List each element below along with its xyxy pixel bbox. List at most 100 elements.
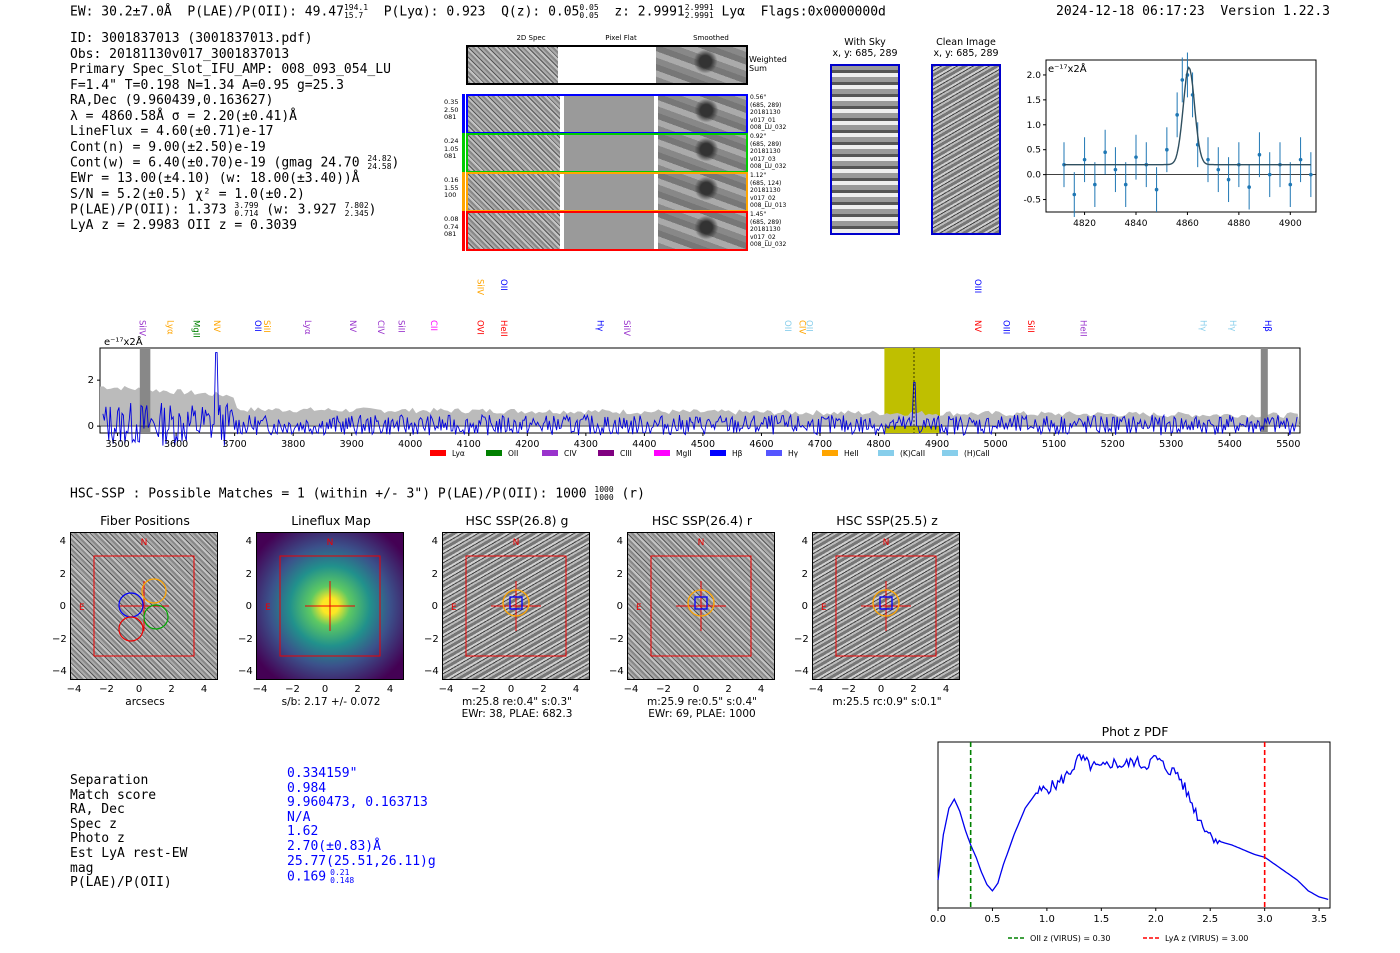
spec-row-left-value: 2.50 <box>444 105 459 114</box>
line-fit-point <box>1309 172 1313 177</box>
hsc-ytick-label: −2 <box>609 633 624 645</box>
spec-row-gap <box>560 96 564 132</box>
spectrum-xtick-label: 4400 <box>632 439 656 450</box>
hsc-ytick-label: −4 <box>238 666 253 677</box>
spectrum-line-marker: Lyα <box>164 320 174 335</box>
spec-row-right-value: 20181130 <box>750 109 781 116</box>
hsc-xtick-label: −2 <box>841 684 856 695</box>
match-value-text: 0.169 <box>287 869 327 885</box>
hsc-panel-caption: arcsecs <box>125 696 165 708</box>
hsc-xtick-label: 0 <box>135 684 143 695</box>
spec2d-col-flat: Pixel Flat <box>605 34 637 42</box>
hsc-panel-title: HSC SSP(25.5) z <box>836 513 938 528</box>
with-sky-image <box>830 64 900 235</box>
photz-xtick-label: 2.5 <box>1202 914 1218 925</box>
hsc-ytick-label: 0 <box>801 601 808 612</box>
spec-row-2d-image <box>468 135 560 171</box>
spectrum-legend-label: Hβ <box>732 449 743 458</box>
spectrum-unit: e⁻¹⁷x2Å <box>104 335 143 348</box>
spectrum-legend-label: OII <box>508 449 518 458</box>
line-fit-point <box>1113 167 1118 172</box>
spec-row-right-values: 0.92" (685, 289) 20181130 v017_03 008_LU_032 <box>750 133 790 171</box>
hsc-xtick-label: −4 <box>66 684 82 695</box>
hsc-xtick-label: 4 <box>200 684 208 695</box>
hsc-xtick-label: −4 <box>623 684 639 695</box>
spectrum-xtick-label: 3500 <box>105 439 129 450</box>
spec-row-gap <box>560 135 564 171</box>
spec-row-left-values: 0.08 0.74 081 <box>444 215 464 239</box>
spectrum-xtick-label: 5000 <box>984 439 1008 450</box>
spectrum-legend-label: (H)CaII <box>964 449 990 458</box>
spectrum-legend-swatch <box>486 450 502 456</box>
header-summary: EW: 30.2±7.0Å P(LAE)/P(OII): 49.47194.1 1… <box>70 4 886 20</box>
hsc-xtick-label: 2 <box>168 684 175 695</box>
match-value: 0.334159" <box>287 766 436 782</box>
spec-row-left-value: 0.24 <box>444 137 459 145</box>
info-obs: Obs: 20181130v017_3001837013 <box>70 46 290 62</box>
spec-row-right-value: 1.12" <box>750 172 767 179</box>
info-sn: S/N = 5.2(±0.5) χ² = 1.0(±0.2) <box>70 186 305 202</box>
hsc-panel-title: Lineflux Map <box>291 513 371 528</box>
spectrum-legend-swatch <box>542 450 558 456</box>
photz-xtick-label: 1.0 <box>1039 914 1055 925</box>
weighted-smooth-image <box>656 47 746 83</box>
weighted-flat-image <box>558 47 656 83</box>
hsc-xtick-label: 0 <box>877 684 885 695</box>
spectrum-xtick-label: 3800 <box>281 439 305 450</box>
with-sky-label: With Sky <box>844 37 886 48</box>
header-z-sup: 2.9991 <box>684 3 714 12</box>
header-flags: Flags:0x0000000d <box>760 4 886 20</box>
header-plae-sub: 15.7 <box>343 11 364 20</box>
line-fit-point <box>1082 157 1087 162</box>
clean-image-title: Clean Image x, y: 685, 289 <box>926 37 1006 59</box>
match-label: P(LAE)/P(OII) <box>70 875 172 891</box>
hsc-panel-north: N <box>883 538 890 548</box>
photz-xtick-label: 3.5 <box>1311 914 1327 925</box>
hsc-ytick-label: 4 <box>245 536 252 547</box>
hsc-panel-box <box>835 555 937 657</box>
photz-legend-label: OII z (VIRUS) = 0.30 <box>1030 934 1110 943</box>
spec-row-right-value: 20181130 <box>750 187 781 194</box>
line-fit-ytick-label: -0.5 <box>1023 196 1041 206</box>
hsc-source-box <box>879 596 893 610</box>
hsc-panel-overlay: NE <box>79 538 195 657</box>
spec-row-right-value: (685, 289) <box>750 101 782 109</box>
spec-row-smooth-image <box>658 174 746 210</box>
photz-xtick-label: 0.0 <box>930 914 946 925</box>
hsc-ytick-label: −2 <box>238 633 253 645</box>
hsc-panel-east: E <box>265 603 271 613</box>
spec-row-right-value: v017_02 <box>750 233 776 241</box>
spectrum-xtick-label: 4300 <box>574 439 598 450</box>
spectrum-line-marker: SiIV <box>621 320 631 336</box>
hsc-panel-caption2: EWr: 38, PLAE: 682.3 <box>461 708 573 720</box>
spec-row-gap <box>560 213 564 249</box>
spec-row-left-value: 081 <box>444 230 457 238</box>
spectrum-masked-band <box>1260 348 1268 433</box>
spectrum-legend-label: HeII <box>844 449 859 458</box>
spectrum-legend-label: Lyα <box>452 449 465 458</box>
line-fit-point <box>1123 182 1128 187</box>
photz-xtick-label: 3.0 <box>1257 914 1273 925</box>
hsc-panel-east: E <box>821 603 827 613</box>
spectrum-legend-swatch <box>766 450 782 456</box>
photz-xtick-label: 1.5 <box>1093 914 1109 925</box>
match-value-text: 9.960473, 0.163713 <box>287 795 428 811</box>
hsc-panel-overlay: NE <box>821 538 937 657</box>
line-fit-point <box>1093 182 1097 187</box>
spectrum-ytick-label: 2 <box>88 375 94 386</box>
spectrum-line-marker: OVI <box>475 320 485 335</box>
line-fit-xtick-label: 4840 <box>1125 219 1148 229</box>
spectrum-xtick-label: 3700 <box>223 439 247 450</box>
spec-row-gap <box>654 135 658 171</box>
spectrum-line-marker: HeII <box>1078 320 1088 337</box>
line-fit-point <box>1103 150 1107 154</box>
photz-chart: Phot z PDF 0.0 0.5 1.0 1.5 2.0 2.5 3.0 3.5 OII z… <box>930 724 1331 943</box>
photz-legend-label: LyA z (VIRUS) = 3.00 <box>1165 934 1248 943</box>
clean-image-label: Clean Image <box>936 37 996 48</box>
header-z-sub: 2.9991 <box>684 11 714 20</box>
hsc-panel-box <box>93 555 195 657</box>
spectrum-legend-swatch <box>822 450 838 456</box>
line-fit-ytick-label: 0.0 <box>1027 171 1042 181</box>
